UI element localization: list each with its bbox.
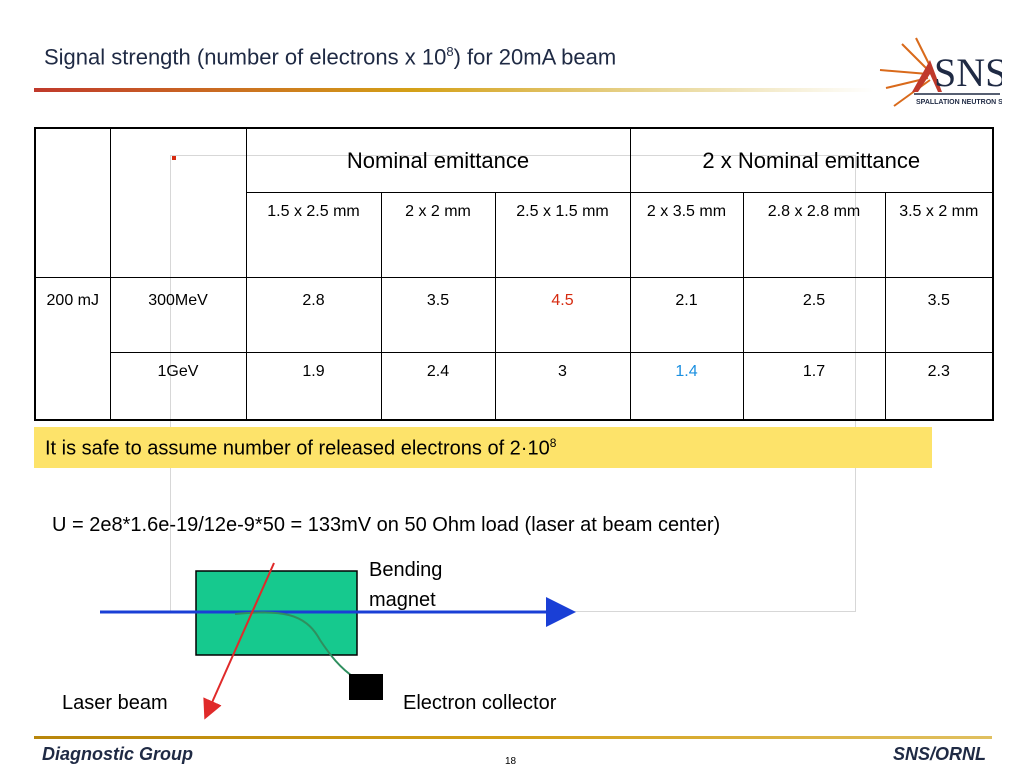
title-exponent: 8: [446, 44, 454, 59]
logo-subtitle: SPALLATION NEUTRON SOURCE: [916, 99, 1002, 106]
title-underline: [34, 88, 874, 92]
table-cell: 1.9: [245, 352, 382, 421]
header-corner-2: [109, 127, 247, 278]
bending-magnet-label: Bending magnet: [369, 559, 443, 611]
table-cell: 2.8: [245, 277, 382, 353]
table-cell-max: 4.5: [494, 277, 631, 353]
beam-energy-300mev: 300MeV: [109, 277, 247, 353]
table-cell: 3.5: [380, 277, 496, 353]
sns-logo: SNS SPALLATION NEUTRON SOURCE: [879, 37, 1002, 107]
bending-magnet-diagram: [100, 562, 576, 720]
emittance-header: 3.5 x 2 mm: [884, 192, 994, 278]
footer-group-name: Diagnostic Group: [42, 744, 194, 764]
electron-collector-label: Electron collector: [403, 692, 557, 714]
svg-text:SNS: SNS: [934, 50, 1002, 95]
table-cell: 3.5: [884, 277, 994, 353]
footer-organization: SNS/ORNL: [892, 744, 986, 764]
table-cell: 1.7: [742, 352, 886, 421]
footer-divider: [34, 736, 992, 739]
table-cell: 3: [494, 352, 631, 421]
laser-beam-label: Laser beam: [62, 692, 168, 714]
electron-trajectory: [234, 611, 356, 679]
header-nominal-emittance: Nominal emittance: [245, 127, 631, 193]
laser-pulse-energy: 200 mJ: [34, 277, 111, 421]
header-corner-1: [34, 127, 111, 278]
beam-energy-1gev: 1GeV: [109, 352, 247, 421]
emittance-header: 2 x 3.5 mm: [629, 192, 744, 278]
assumption-note: It is safe to assume number of released …: [34, 427, 932, 468]
emittance-header: 1.5 x 2.5 mm: [245, 192, 382, 278]
table-cell-min: 1.4: [629, 352, 744, 421]
emittance-header: 2.5 x 1.5 mm: [494, 192, 631, 278]
emittance-header: 2.8 x 2.8 mm: [742, 192, 886, 278]
table-cell: 2.3: [884, 352, 994, 421]
header-2x-nominal-emittance: 2 x Nominal emittance: [629, 127, 994, 193]
page-number: 18: [505, 756, 517, 767]
table-cell: 2.5: [742, 277, 886, 353]
electron-collector-block: [349, 674, 383, 700]
table-cell: 2.4: [380, 352, 496, 421]
table-cell: 2.1: [629, 277, 744, 353]
signal-strength-table: Nominal emittance 2 x Nominal emittance …: [34, 127, 995, 421]
laser-beam-line: [203, 562, 275, 720]
assumption-note-text: It is safe to assume number of released …: [45, 437, 550, 460]
emittance-header: 2 x 2 mm: [380, 192, 496, 278]
voltage-formula: U = 2e8*1.6e-19/12e-9*50 = 133mV on 50 O…: [52, 514, 721, 536]
slide-title: Signal strength (number of electrons x 1…: [44, 44, 617, 70]
assumption-note-exponent: 8: [549, 436, 557, 450]
